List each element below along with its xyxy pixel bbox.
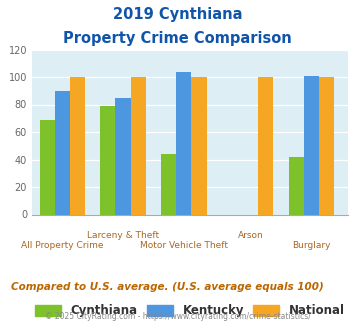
Text: 2019 Cynthiana: 2019 Cynthiana bbox=[113, 7, 242, 21]
Text: Compared to U.S. average. (U.S. average equals 100): Compared to U.S. average. (U.S. average … bbox=[11, 282, 323, 292]
Bar bbox=[115, 98, 131, 214]
Text: Property Crime Comparison: Property Crime Comparison bbox=[63, 31, 292, 46]
Bar bbox=[289, 157, 304, 214]
Bar bbox=[55, 91, 70, 214]
Legend: Cynthiana, Kentucky, National: Cynthiana, Kentucky, National bbox=[30, 300, 350, 322]
Bar bbox=[258, 77, 273, 214]
Bar bbox=[70, 77, 85, 214]
Text: © 2025 CityRating.com - https://www.cityrating.com/crime-statistics/: © 2025 CityRating.com - https://www.city… bbox=[45, 312, 310, 321]
Text: Arson: Arson bbox=[238, 231, 263, 240]
Bar bbox=[319, 77, 334, 214]
Text: All Property Crime: All Property Crime bbox=[21, 241, 104, 249]
Bar bbox=[191, 77, 207, 214]
Text: Larceny & Theft: Larceny & Theft bbox=[87, 231, 159, 240]
Bar bbox=[304, 76, 319, 214]
Bar bbox=[39, 120, 55, 214]
Text: Burglary: Burglary bbox=[292, 241, 331, 249]
Bar bbox=[161, 154, 176, 214]
Bar bbox=[131, 77, 146, 214]
Bar bbox=[176, 72, 191, 214]
Bar bbox=[100, 106, 115, 214]
Text: Motor Vehicle Theft: Motor Vehicle Theft bbox=[140, 241, 228, 249]
